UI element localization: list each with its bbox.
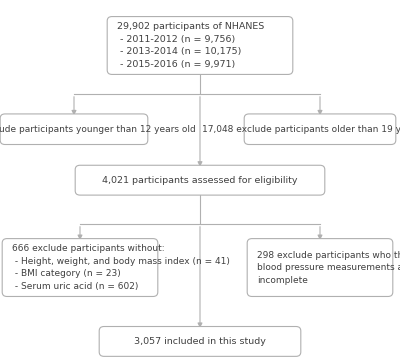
FancyBboxPatch shape xyxy=(75,165,325,195)
FancyBboxPatch shape xyxy=(2,239,158,296)
Text: 666 exclude participants without:
 - Height, weight, and body mass index (n = 41: 666 exclude participants without: - Heig… xyxy=(12,244,230,291)
FancyBboxPatch shape xyxy=(244,114,396,145)
Text: 3,057 included in this study: 3,057 included in this study xyxy=(134,337,266,346)
Text: 17,048 exclude participants older than 19 years old: 17,048 exclude participants older than 1… xyxy=(202,125,400,134)
FancyBboxPatch shape xyxy=(247,239,393,296)
FancyBboxPatch shape xyxy=(0,114,148,145)
Text: 8,833 exclude participants younger than 12 years old: 8,833 exclude participants younger than … xyxy=(0,125,196,134)
FancyBboxPatch shape xyxy=(107,16,293,74)
Text: 29,902 participants of NHANES
 - 2011-2012 (n = 9,756)
 - 2013-2014 (n = 10,175): 29,902 participants of NHANES - 2011-201… xyxy=(117,22,264,69)
FancyBboxPatch shape xyxy=(99,327,301,356)
Text: 4,021 participants assessed for eligibility: 4,021 participants assessed for eligibil… xyxy=(102,176,298,185)
Text: 298 exclude participants who three
blood pressure measurements are
incomplete: 298 exclude participants who three blood… xyxy=(257,250,400,285)
